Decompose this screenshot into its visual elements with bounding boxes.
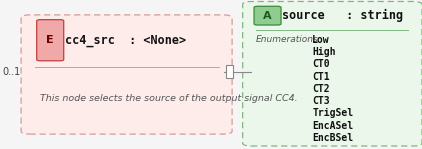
Text: This node selects the source of the output signal CC4.: This node selects the source of the outp… [40, 94, 298, 103]
FancyBboxPatch shape [37, 20, 64, 61]
Text: cc4_src  : <None>: cc4_src : <None> [65, 34, 187, 47]
FancyBboxPatch shape [243, 1, 422, 146]
Bar [226, 65, 233, 78]
Text: E: E [46, 35, 54, 45]
Text: High: High [312, 47, 336, 57]
Text: CT1: CT1 [312, 72, 330, 82]
Text: A: A [263, 11, 272, 21]
FancyBboxPatch shape [21, 15, 232, 134]
Text: Low: Low [312, 35, 330, 45]
Text: EncASel: EncASel [312, 121, 353, 131]
Text: CT0: CT0 [312, 59, 330, 69]
Text: Enumerations: Enumerations [255, 35, 318, 44]
FancyBboxPatch shape [254, 6, 281, 25]
Text: CT3: CT3 [312, 96, 330, 106]
Text: CT2: CT2 [312, 84, 330, 94]
Text: EncBSel: EncBSel [312, 133, 353, 143]
Text: 0..1: 0..1 [2, 66, 20, 77]
Text: source   : string: source : string [282, 9, 403, 22]
Text: ...: ... [312, 145, 330, 149]
Text: TrigSel: TrigSel [312, 108, 353, 118]
